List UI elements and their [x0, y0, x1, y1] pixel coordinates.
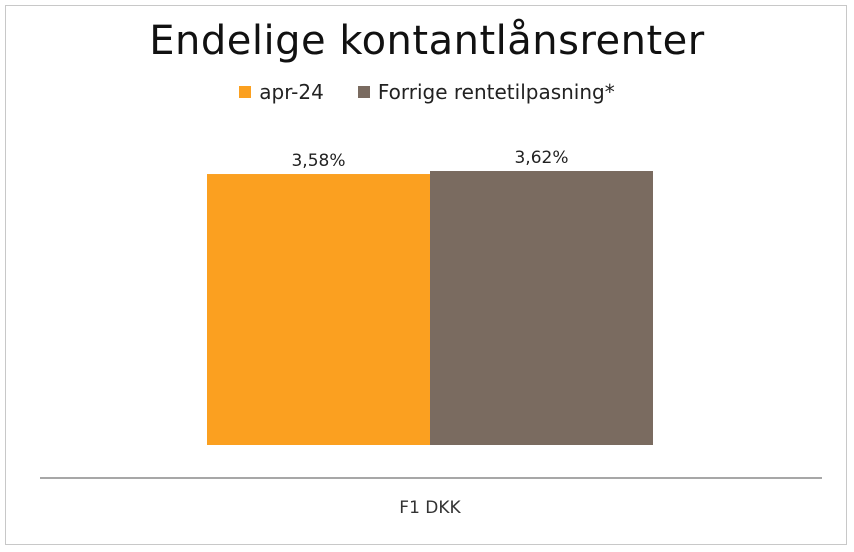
- bar-2: [430, 171, 653, 445]
- legend-label-1: apr-24: [259, 80, 324, 104]
- legend-item-2: Forrige rentetilpasning*: [357, 80, 615, 104]
- chart-title: Endelige kontantlånsrenter: [149, 18, 705, 64]
- x-tick-label: F1 DKK: [399, 498, 461, 518]
- data-label-1: 3,58%: [291, 151, 345, 171]
- legend-swatch-1: [239, 86, 252, 98]
- bar-1: [207, 174, 430, 445]
- data-label-2: 3,62%: [514, 148, 568, 168]
- legend-item-1: apr-24: [239, 80, 324, 104]
- legend-swatch-2: [357, 86, 370, 98]
- legend-label-2: Forrige rentetilpasning*: [377, 80, 615, 104]
- legend: apr-24 Forrige rentetilpasning*: [0, 80, 854, 104]
